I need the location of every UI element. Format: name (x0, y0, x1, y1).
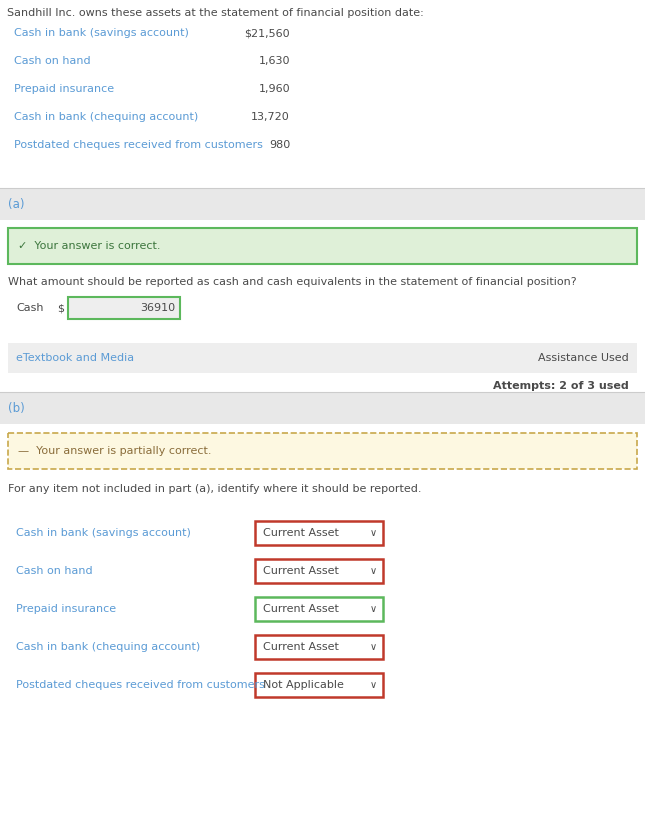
Text: eTextbook and Media: eTextbook and Media (16, 353, 134, 363)
Text: Postdated cheques received from customers: Postdated cheques received from customer… (14, 140, 263, 150)
Text: Cash in bank (savings account): Cash in bank (savings account) (16, 528, 191, 538)
Text: Current Asset: Current Asset (263, 642, 339, 652)
Text: ∨: ∨ (370, 528, 377, 538)
Text: Assistance Used: Assistance Used (538, 353, 629, 363)
Text: 13,720: 13,720 (252, 112, 290, 122)
Text: 36910: 36910 (140, 303, 175, 313)
Text: Not Applicable: Not Applicable (263, 680, 344, 690)
FancyBboxPatch shape (0, 188, 645, 220)
Text: For any item not included in part (a), identify where it should be reported.: For any item not included in part (a), i… (8, 484, 421, 494)
Text: Prepaid insurance: Prepaid insurance (16, 604, 116, 614)
Text: 980: 980 (269, 140, 290, 150)
FancyBboxPatch shape (68, 297, 180, 319)
FancyBboxPatch shape (255, 521, 383, 545)
FancyBboxPatch shape (0, 392, 645, 424)
Text: Attempts: 2 of 3 used: Attempts: 2 of 3 used (493, 381, 629, 391)
Text: 1,960: 1,960 (259, 84, 290, 94)
Text: Cash in bank (chequing account): Cash in bank (chequing account) (16, 642, 200, 652)
Text: (b): (b) (8, 402, 25, 415)
Text: Current Asset: Current Asset (263, 604, 339, 614)
Text: ✓  Your answer is correct.: ✓ Your answer is correct. (18, 241, 161, 251)
Text: Cash in bank (chequing account): Cash in bank (chequing account) (14, 112, 198, 122)
Text: ∨: ∨ (370, 680, 377, 690)
Text: (a): (a) (8, 198, 25, 211)
Text: Cash on hand: Cash on hand (14, 56, 91, 66)
FancyBboxPatch shape (8, 433, 637, 469)
Text: Cash on hand: Cash on hand (16, 566, 93, 576)
FancyBboxPatch shape (8, 343, 637, 373)
Text: 1,630: 1,630 (259, 56, 290, 66)
Text: ∨: ∨ (370, 566, 377, 576)
Text: ∨: ∨ (370, 642, 377, 652)
Text: Current Asset: Current Asset (263, 566, 339, 576)
Text: ∨: ∨ (370, 604, 377, 614)
FancyBboxPatch shape (8, 228, 637, 264)
FancyBboxPatch shape (255, 635, 383, 659)
Text: $: $ (57, 303, 64, 313)
FancyBboxPatch shape (255, 597, 383, 621)
Text: $21,560: $21,560 (244, 28, 290, 38)
Text: Cash in bank (savings account): Cash in bank (savings account) (14, 28, 189, 38)
FancyBboxPatch shape (255, 559, 383, 583)
Text: What amount should be reported as cash and cash equivalents in the statement of : What amount should be reported as cash a… (8, 277, 577, 287)
Text: Current Asset: Current Asset (263, 528, 339, 538)
Text: Cash: Cash (16, 303, 43, 313)
Text: Postdated cheques received from customers: Postdated cheques received from customer… (16, 680, 265, 690)
FancyBboxPatch shape (255, 673, 383, 697)
Text: Prepaid insurance: Prepaid insurance (14, 84, 114, 94)
Text: Sandhill Inc. owns these assets at the statement of financial position date:: Sandhill Inc. owns these assets at the s… (7, 8, 424, 18)
Text: —  Your answer is partially correct.: — Your answer is partially correct. (18, 446, 212, 456)
